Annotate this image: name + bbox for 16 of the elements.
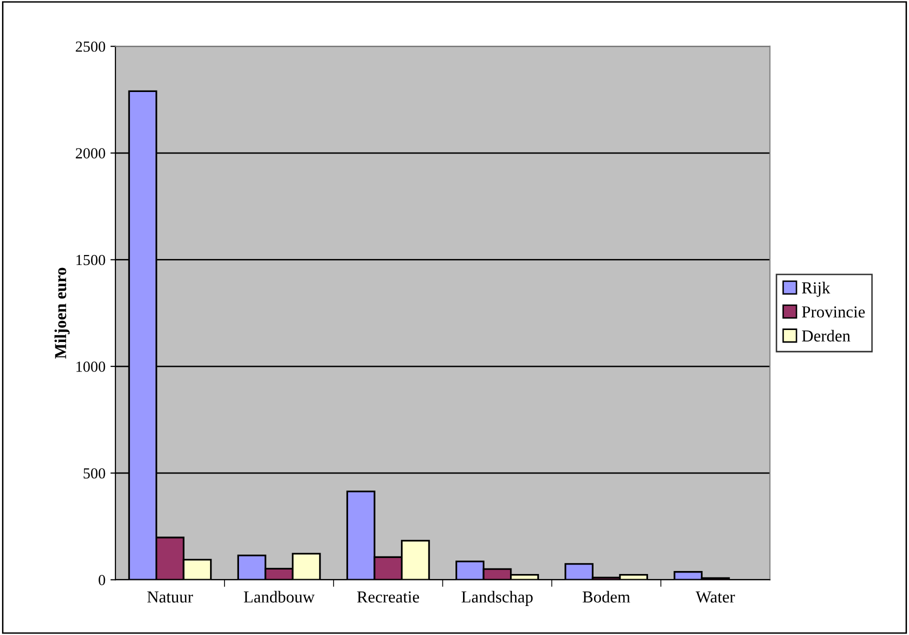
x-tick-label: Landbouw (244, 590, 315, 603)
y-tick-label: 2000 (76, 148, 106, 158)
x-tick-label: Water (696, 592, 735, 603)
y-tick-label: 1500 (76, 254, 106, 266)
x-tick-label: Recreatie (357, 591, 420, 603)
x-tick-label: Natuur (147, 592, 193, 603)
legend-label: Provincie (802, 306, 865, 318)
legend-label: Rijk (802, 282, 830, 297)
x-tick-label: Bodem (582, 590, 630, 603)
y-tick-label: 0 (98, 574, 106, 586)
y-tick-label: 2500 (76, 41, 106, 52)
y-tick-label: 500 (84, 468, 106, 479)
legend-label: Derden (802, 330, 850, 342)
y-axis-title: Miljoen euro (54, 268, 70, 359)
x-tick-label: Landschap (462, 590, 533, 606)
y-tick-label: 1000 (76, 362, 106, 372)
